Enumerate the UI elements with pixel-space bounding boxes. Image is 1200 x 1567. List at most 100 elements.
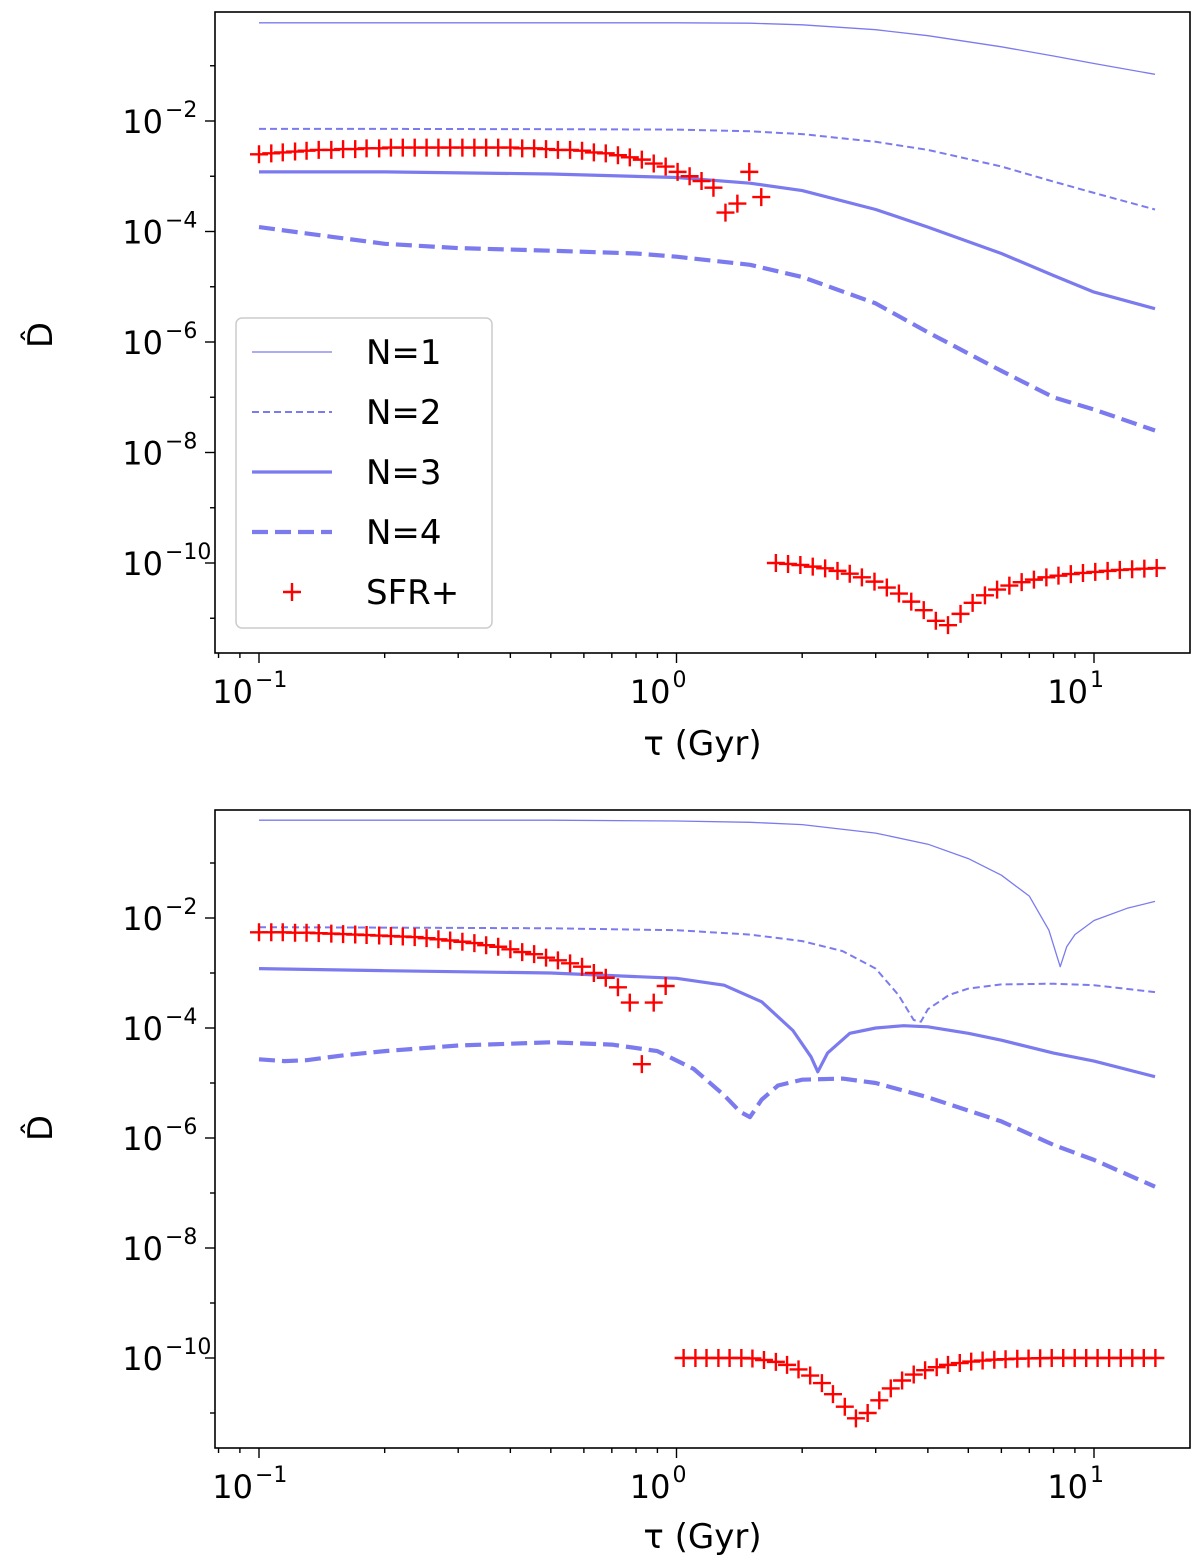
sfr-plus-marker [975, 586, 994, 605]
plot-area [250, 819, 1165, 1428]
sfr-plus-marker [740, 162, 759, 181]
x-tick-label: 10 [212, 673, 253, 711]
sfr-plus-marker [632, 1055, 651, 1074]
series-n-3-line [259, 170, 1156, 311]
sfr-plus-marker [743, 1349, 762, 1368]
y-tick-label: 10 [122, 900, 163, 938]
series-n-2-line [258, 926, 1156, 1023]
sfr-plus-marker [791, 556, 810, 575]
sfr-plus-marker [608, 146, 627, 165]
series-sfr [250, 923, 1165, 1428]
sfr-plus-marker [692, 172, 711, 191]
sfr-plus-marker [812, 1374, 831, 1393]
x-tick-label: 10 [1047, 673, 1088, 711]
sfr-plus-marker [596, 144, 615, 163]
sfr-plus-marker [1147, 559, 1166, 578]
legend-entry-n-2: N=2 [252, 393, 442, 433]
y-tick-label: 10 [122, 1120, 163, 1158]
sfr-plus-marker [561, 954, 580, 973]
sfr-plus-marker [620, 148, 639, 167]
sfr-plus-marker [951, 604, 970, 623]
sfr-plus-marker [828, 561, 847, 580]
series-n-1-line [259, 819, 1156, 968]
sfr-plus-marker [704, 178, 723, 197]
sfr-plus-marker [548, 951, 567, 970]
y-tick-exponent: −4 [165, 1005, 197, 1030]
x-tick-exponent: −1 [255, 1463, 287, 1488]
plot-frame [214, 809, 1191, 1449]
sfr-plus-marker [902, 592, 921, 611]
sfr-plus-marker [656, 157, 675, 176]
sfr-plus-marker [950, 1354, 969, 1373]
series-n-4-line [258, 225, 1156, 433]
y-tick-exponent: −8 [165, 430, 197, 455]
series-n-4-line [258, 1040, 1156, 1189]
legend-entry-n-3: N=3 [252, 453, 442, 493]
sfr-plus-marker [778, 1355, 797, 1374]
legend-label: N=2 [366, 393, 442, 433]
legend-entry-n-1: N=1 [252, 333, 442, 373]
sfr-plus-marker [858, 1404, 877, 1422]
sfr-plus-marker [789, 1360, 808, 1379]
sfr-plus-marker [537, 948, 556, 967]
y-tick-label: 10 [122, 103, 163, 141]
sfr-plus-marker [465, 934, 484, 953]
x-tick-label: 10 [630, 1468, 671, 1506]
sfr-plus-marker [916, 1361, 935, 1380]
y-tick-exponent: −8 [165, 1225, 197, 1250]
y-tick-label: 10 [122, 214, 163, 252]
x-axis-label: τ (Gyr) [643, 724, 761, 764]
y-tick-label: 10 [122, 1230, 163, 1268]
sfr-plus-marker [904, 1365, 923, 1384]
sfr-plus-marker [644, 993, 663, 1012]
series-n-2-line [259, 127, 1156, 211]
sfr-plus-marker [644, 154, 663, 173]
sfr-plus-marker [939, 616, 958, 635]
sfr-plus-marker [823, 1385, 842, 1404]
y-tick-label: 10 [122, 324, 163, 362]
sfr-plus-marker [573, 957, 592, 976]
y-tick-exponent: −6 [165, 1115, 197, 1140]
sfr-plus-marker [1024, 570, 1043, 589]
sfr-plus-marker [596, 968, 615, 987]
sfr-plus-marker [525, 945, 544, 964]
x-tick-label: 10 [1047, 1468, 1088, 1506]
sfr-plus-marker [680, 167, 699, 186]
sfr-plus-marker [766, 1352, 785, 1371]
legend-entry-n-4: N=4 [252, 513, 442, 553]
y-tick-exponent: −2 [165, 98, 197, 123]
sfr-plus-marker [840, 564, 859, 583]
sfr-plus-marker [477, 936, 496, 955]
sfr-plus-marker [1012, 573, 1031, 592]
sfr-plus-marker [835, 1397, 854, 1416]
sfr-plus-marker [668, 162, 687, 181]
panel-2: 10 −1 10 0 10 110 −210 −410 −610 −810 −10τ (Gyr)D̂ [20, 809, 1191, 1557]
y-tick-exponent: −10 [165, 540, 211, 565]
sfr-plus-marker [453, 932, 472, 951]
sfr-plus-marker [881, 1379, 900, 1398]
x-tick-exponent: 1 [1090, 668, 1104, 693]
y-tick-exponent: −10 [165, 1335, 211, 1360]
sfr-plus-marker [801, 1366, 820, 1385]
y-tick-exponent: −6 [165, 319, 197, 344]
legend: N=1 N=2 N=3 N=4 SFR+ [235, 317, 493, 629]
sfr-plus-marker [865, 572, 884, 591]
sfr-plus-marker [846, 1409, 865, 1428]
sfr-plus-marker [988, 580, 1007, 599]
sfr-plus-marker [728, 194, 747, 213]
legend-label: SFR+ [366, 573, 459, 613]
y-axis-label: D̂ [20, 322, 61, 348]
x-tick-label: 10 [212, 1468, 253, 1506]
x-axis-label: τ (Gyr) [643, 1517, 761, 1557]
series-n-1-line [259, 22, 1156, 75]
sfr-plus-marker [608, 978, 627, 997]
sfr-plus-marker [889, 584, 908, 603]
sfr-plus-marker [803, 557, 822, 576]
sfr-plus-marker [656, 977, 675, 996]
sfr-plus-marker [620, 993, 639, 1012]
sfr-plus-marker [816, 559, 835, 578]
panel-1: 10 −1 10 0 10 110 −210 −410 −610 −810 −10τ (Gyr)D̂… [20, 11, 1191, 764]
y-tick-label: 10 [122, 1340, 163, 1378]
sfr-plus-marker [754, 1350, 773, 1369]
